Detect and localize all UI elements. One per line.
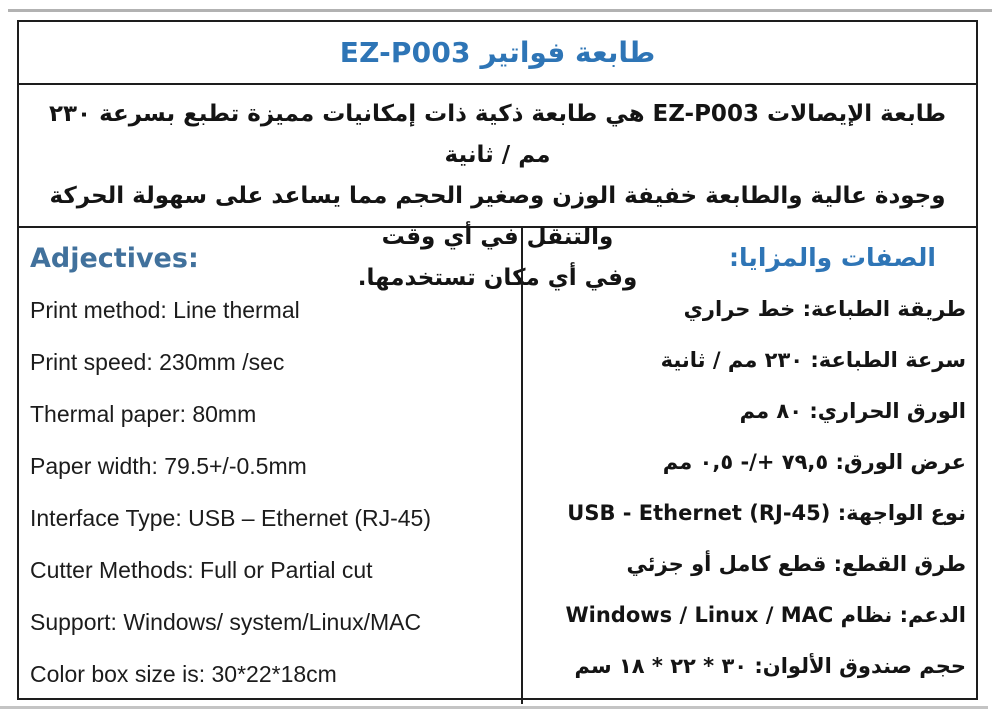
english-column-header-row: Adjectives:	[30, 232, 513, 284]
spec-text: Cutter Methods: Full or Partial cut	[30, 556, 373, 583]
scan-edge-top	[8, 9, 992, 12]
spec-text: الدعم: نظام Windows / Linux / MAC	[565, 602, 966, 627]
description-line: طابعة الإيصالات EZ-P003 هي طابعة ذكية ذا…	[48, 101, 947, 168]
product-description: طابعة الإيصالات EZ-P003 هي طابعة ذكية ذا…	[19, 85, 976, 291]
spec-text: Paper width: 79.5+/-0.5mm	[30, 452, 307, 479]
description-line: وفي أي مكان تستخدمها.	[357, 265, 638, 291]
spec-text: عرض الورق: ٧٩,٥ +/- ٠,٥ مم	[662, 449, 966, 474]
spec-columns: Adjectives: Print method: Line thermal P…	[19, 228, 976, 704]
arabic-column-header-row: الصفات والمزايا:	[531, 232, 966, 283]
title-row: طابعة فواتير EZ-P003	[19, 22, 976, 85]
spec-row-color-box-size-ar: حجم صندوق الألوان: ٣٠ * ٢٢ * ١٨ سم	[531, 640, 966, 691]
spec-text: Print method: Line thermal	[30, 296, 300, 323]
spec-text: طرق القطع: قطع كامل أو جزئي	[626, 551, 966, 576]
spec-table: طابعة فواتير EZ-P003 طابعة الإيصالات EZ-…	[17, 20, 978, 704]
spec-text: Support: Windows/ system/Linux/MAC	[30, 608, 422, 635]
spec-row-interface-type-ar: نوع الواجهة: USB - Ethernet (RJ-45)	[531, 487, 966, 538]
spec-text: حجم صندوق الألوان: ٣٠ * ٢٢ * ١٨ سم	[574, 653, 966, 678]
spec-row-paper-width-ar: عرض الورق: ٧٩,٥ +/- ٠,٥ مم	[531, 436, 966, 487]
spec-row-print-method: Print method: Line thermal	[30, 284, 513, 336]
spec-row-paper-width: Paper width: 79.5+/-0.5mm	[30, 440, 513, 492]
english-column-header: Adjectives:	[30, 242, 199, 274]
description-line: وجودة عالية والطابعة خفيفة الوزن وصغير ا…	[49, 183, 946, 250]
spec-row-support-ar: الدعم: نظام Windows / Linux / MAC	[531, 589, 966, 640]
page-title: طابعة فواتير EZ-P003	[339, 36, 656, 69]
english-specs-column: Adjectives: Print method: Line thermal P…	[19, 228, 523, 704]
spec-text: Thermal paper: 80mm	[30, 400, 257, 427]
spec-text: Color box size is: 30*22*18cm	[30, 660, 337, 687]
spec-row-cutter-methods: Cutter Methods: Full or Partial cut	[30, 544, 513, 596]
spec-row-print-speed: Print speed: 230mm /sec	[30, 336, 513, 388]
spec-text: Print speed: 230mm /sec	[30, 348, 285, 375]
spec-text: طريقة الطباعة: خط حراري	[683, 296, 966, 321]
spec-row-thermal-paper-ar: الورق الحراري: ٨٠ مم	[531, 385, 966, 436]
arabic-column-header: الصفات والمزايا:	[729, 243, 936, 272]
scan-edge-bottom	[0, 706, 988, 709]
spec-row-interface-type: Interface Type: USB – Ethernet (RJ-45)	[30, 492, 513, 544]
spec-row-print-speed-ar: سرعة الطباعة: ٢٣٠ مم / ثانية	[531, 334, 966, 385]
spec-row-support: Support: Windows/ system/Linux/MAC	[30, 596, 513, 648]
spec-row-cutter-methods-ar: طرق القطع: قطع كامل أو جزئي	[531, 538, 966, 589]
arabic-specs-column: الصفات والمزايا: طريقة الطباعة: خط حراري…	[523, 228, 976, 704]
spec-text: سرعة الطباعة: ٢٣٠ مم / ثانية	[660, 347, 966, 372]
spec-text: الورق الحراري: ٨٠ مم	[739, 398, 966, 423]
spec-text: نوع الواجهة: USB - Ethernet (RJ-45)	[567, 500, 966, 525]
spec-row-thermal-paper: Thermal paper: 80mm	[30, 388, 513, 440]
spec-row-color-box-size: Color box size is: 30*22*18cm	[30, 648, 513, 700]
spec-text: Interface Type: USB – Ethernet (RJ-45)	[30, 504, 431, 531]
spec-row-print-method-ar: طريقة الطباعة: خط حراري	[531, 283, 966, 334]
